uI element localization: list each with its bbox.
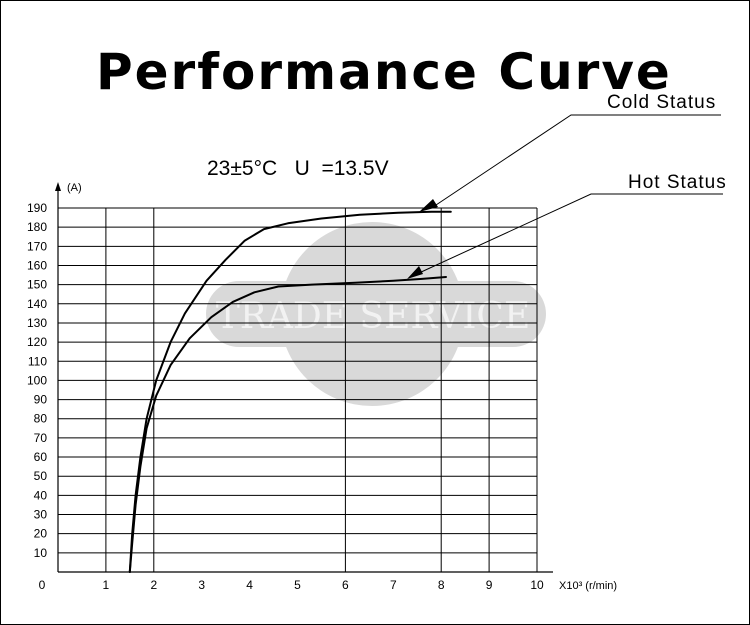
cold-status-arrowhead [419, 199, 438, 212]
hot-status-leader [418, 193, 723, 274]
x-tick-label: 8 [438, 578, 445, 592]
y-tick-label: 150 [27, 278, 47, 292]
callouts [407, 114, 723, 279]
y-tick-label: 100 [27, 373, 47, 387]
chart-title: Performance Curve [96, 43, 672, 101]
x-tick-label: 3 [198, 578, 205, 592]
y-axis-arrow [55, 182, 61, 191]
y-tick-label: 50 [34, 469, 48, 483]
cold-status-leader [432, 114, 721, 208]
y-tick-label: 80 [34, 412, 48, 426]
y-tick-label: 20 [34, 527, 48, 541]
x-axis-label: X10³ (r/min) [559, 580, 617, 592]
hot-status-arrowhead [407, 266, 423, 279]
watermark-band [206, 281, 546, 347]
y-tick-label: 130 [27, 316, 47, 330]
y-tick-label: 30 [34, 508, 48, 522]
y-tick-label: 10 [34, 546, 48, 560]
y-tick-label: 180 [27, 220, 47, 234]
watermark-text: TRADE SERVICE [216, 296, 531, 337]
x-tick-label: 1 [103, 578, 110, 592]
x-tick-label: 5 [294, 578, 301, 592]
y-tick-label: 60 [34, 450, 48, 464]
series-label-cold: Cold Status [607, 92, 716, 113]
y-tick-label: 140 [27, 297, 47, 311]
y-axis-label: (A) [67, 182, 82, 194]
x-tick-label: 0 [39, 578, 46, 592]
x-tick-label: 4 [246, 578, 253, 592]
y-tick-label: 40 [34, 488, 48, 502]
axes: 1020304050607080901001101201301401501601… [27, 182, 553, 592]
y-tick-label: 120 [27, 335, 47, 349]
y-tick-label: 190 [27, 201, 47, 215]
x-tick-label: 10 [530, 578, 544, 592]
x-tick-label: 7 [390, 578, 397, 592]
y-tick-label: 160 [27, 258, 47, 272]
chart-subtitle: 23±5°C U =13.5V [207, 157, 389, 180]
y-tick-label: 70 [34, 431, 48, 445]
y-tick-label: 90 [34, 393, 48, 407]
series [128, 210, 452, 573]
y-tick-label: 170 [27, 239, 47, 253]
x-tick-label: 6 [342, 578, 349, 592]
watermark: TRADE SERVICE [206, 222, 546, 406]
series-label-hot: Hot Status [628, 172, 727, 193]
series-line-hot-status [128, 276, 447, 573]
chart-text: Performance Curve 23±5°C U =13.5V (A) X1… [67, 43, 727, 592]
series-line-cold-status [128, 210, 452, 573]
x-tick-label: 9 [486, 578, 493, 592]
grid [58, 207, 537, 572]
x-tick-label: 2 [150, 578, 157, 592]
y-tick-label: 110 [28, 354, 47, 368]
